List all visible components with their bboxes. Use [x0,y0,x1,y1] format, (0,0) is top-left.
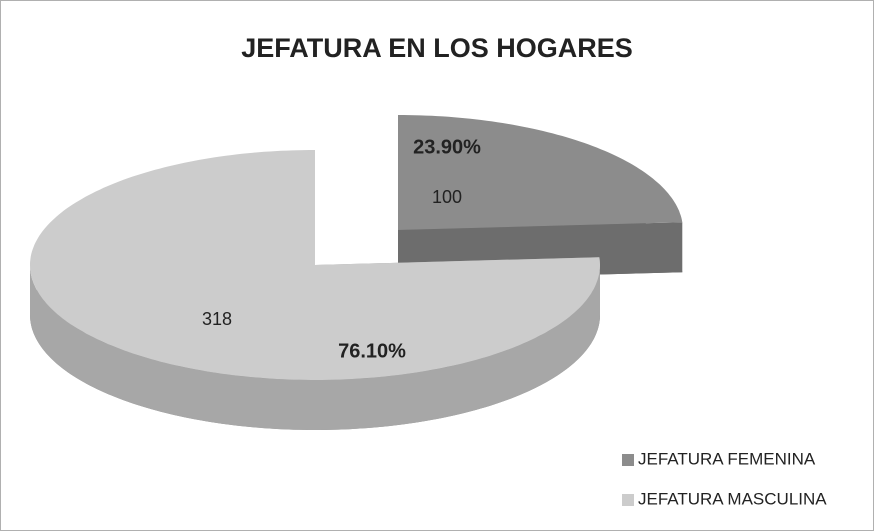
percent-label: 76.10% [338,340,406,362]
slice [30,150,600,380]
legend-label: JEFATURA FEMENINA [638,449,816,468]
value-label: 100 [432,187,462,207]
legend-swatch [622,454,634,466]
slice-side [30,265,600,430]
legend-swatch [622,494,634,506]
percent-label: 23.90% [413,136,481,158]
chart-title: JEFATURA EN LOS HOGARES [241,33,633,63]
value-label: 318 [202,309,232,329]
slice [398,115,683,230]
legend-label: JEFATURA MASCULINA [638,489,827,508]
